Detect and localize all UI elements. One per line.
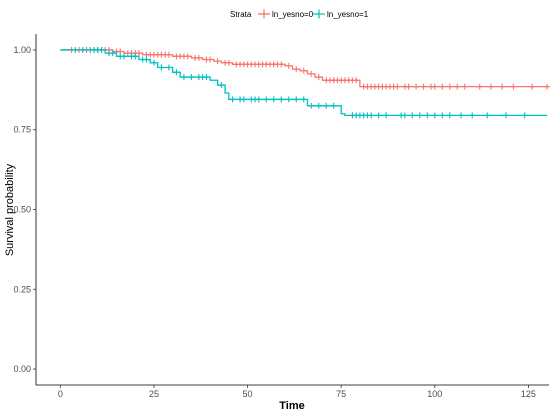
censor-mark bbox=[420, 83, 427, 90]
censor-mark bbox=[270, 96, 277, 103]
survival-curve-1 bbox=[60, 49, 548, 117]
censor-mark bbox=[300, 96, 307, 103]
x-axis-title: Time bbox=[279, 400, 304, 412]
censor-mark bbox=[195, 54, 202, 61]
censor-mark bbox=[446, 112, 453, 119]
y-tick-label: 0.50 bbox=[13, 205, 31, 215]
censor-mark bbox=[240, 96, 247, 103]
censor-mark bbox=[424, 112, 431, 119]
censor-mark bbox=[180, 74, 187, 81]
censor-mark bbox=[439, 83, 446, 90]
legend: Strata ln_yesno=0 ln_yesno=1 bbox=[230, 9, 369, 19]
censor-mark bbox=[353, 77, 360, 84]
y-axis-title: Survival probability bbox=[4, 163, 16, 256]
censor-mark bbox=[323, 102, 330, 109]
censor-mark bbox=[375, 112, 382, 119]
censor-mark bbox=[135, 50, 142, 57]
y-axis-ticks: 0.00 0.25 0.50 0.75 1.00 bbox=[13, 45, 36, 374]
censor-mark bbox=[461, 83, 468, 90]
censor-mark bbox=[416, 112, 423, 119]
censor-mark bbox=[165, 51, 172, 58]
censor-mark bbox=[469, 112, 476, 119]
x-tick-label: 25 bbox=[149, 389, 159, 399]
censor-mark bbox=[214, 58, 221, 65]
y-tick-label: 1.00 bbox=[13, 45, 31, 55]
y-tick-label: 0.75 bbox=[13, 125, 31, 135]
x-axis-ticks: 0 25 50 75 100 125 bbox=[58, 385, 536, 399]
x-tick-label: 100 bbox=[427, 389, 442, 399]
censor-mark bbox=[285, 62, 292, 69]
legend-entry-1: ln_yesno=1 bbox=[327, 10, 369, 19]
censor-mark bbox=[439, 112, 446, 119]
legend-entry-0: ln_yesno=0 bbox=[272, 10, 314, 19]
x-tick-label: 125 bbox=[521, 389, 536, 399]
censor-mark bbox=[158, 64, 165, 71]
censor-mark bbox=[173, 69, 180, 76]
censor-mark bbox=[229, 96, 236, 103]
censor-mark bbox=[143, 56, 150, 63]
censor-mark bbox=[484, 112, 491, 119]
censor-mark bbox=[165, 64, 172, 71]
censor-mark bbox=[476, 83, 483, 90]
censor-mark bbox=[315, 102, 322, 109]
censor-mark bbox=[132, 53, 139, 60]
censor-mark bbox=[394, 83, 401, 90]
censor-mark bbox=[150, 59, 157, 66]
censor-mark bbox=[458, 112, 465, 119]
censor-mark bbox=[278, 61, 285, 68]
censor-mark bbox=[308, 102, 315, 109]
censor-mark bbox=[188, 74, 195, 81]
censor-mark bbox=[487, 83, 494, 90]
censor-mark bbox=[109, 50, 116, 57]
x-tick-label: 75 bbox=[336, 389, 346, 399]
censor-mark bbox=[405, 83, 412, 90]
censor-mark bbox=[446, 83, 453, 90]
series-0 bbox=[60, 46, 551, 90]
y-tick-label: 0.00 bbox=[13, 364, 31, 374]
x-tick-label: 0 bbox=[58, 389, 63, 399]
censor-mark bbox=[218, 82, 225, 89]
censor-mark bbox=[544, 83, 551, 90]
censor-mark bbox=[203, 74, 210, 81]
series-1 bbox=[60, 46, 548, 119]
censor-mark bbox=[454, 83, 461, 90]
plot-area bbox=[60, 46, 551, 119]
legend-title: Strata bbox=[230, 10, 252, 19]
censor-mark bbox=[510, 83, 517, 90]
censor-mark bbox=[330, 102, 337, 109]
censor-mark bbox=[499, 83, 506, 90]
censor-mark bbox=[72, 46, 79, 53]
x-tick-label: 50 bbox=[243, 389, 253, 399]
censor-mark bbox=[401, 112, 408, 119]
censor-mark bbox=[278, 96, 285, 103]
censor-mark bbox=[431, 83, 438, 90]
censor-mark bbox=[207, 56, 214, 63]
censor-mark bbox=[315, 74, 322, 81]
censor-mark bbox=[300, 67, 307, 74]
censor-mark bbox=[120, 53, 127, 60]
censor-mark bbox=[293, 96, 300, 103]
censor-mark bbox=[308, 70, 315, 77]
y-tick-label: 0.25 bbox=[13, 284, 31, 294]
censor-mark bbox=[413, 83, 420, 90]
censor-mark bbox=[529, 83, 536, 90]
censor-mark bbox=[98, 46, 105, 53]
censor-mark bbox=[263, 96, 270, 103]
censor-mark bbox=[409, 112, 416, 119]
censor-mark bbox=[285, 96, 292, 103]
censor-mark bbox=[383, 112, 390, 119]
censor-mark bbox=[225, 59, 232, 66]
censor-mark bbox=[431, 112, 438, 119]
censor-mark bbox=[184, 53, 191, 60]
censor-mark bbox=[368, 112, 375, 119]
censor-mark bbox=[502, 112, 509, 119]
censor-mark bbox=[255, 96, 262, 103]
censor-mark bbox=[521, 112, 528, 119]
censor-mark bbox=[79, 46, 86, 53]
censor-mark bbox=[293, 66, 300, 73]
